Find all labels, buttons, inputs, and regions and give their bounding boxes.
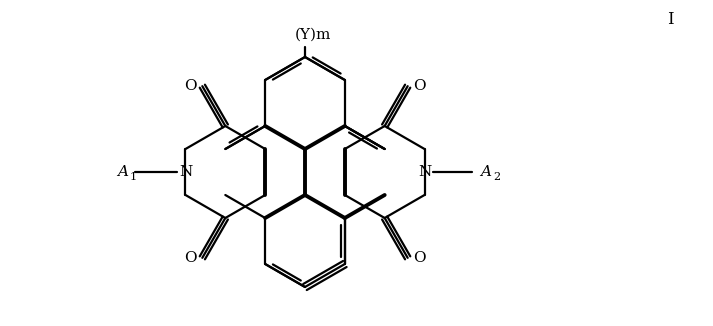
Text: N: N [418,165,431,179]
Text: 1: 1 [130,172,137,182]
Text: N: N [179,165,192,179]
Text: I: I [667,11,673,28]
Text: A: A [480,165,491,179]
Text: O: O [414,79,426,93]
Text: A: A [117,165,128,179]
Text: 2: 2 [493,172,500,182]
Text: O: O [184,251,197,265]
Text: (Y)m: (Y)m [294,28,331,42]
Text: O: O [184,79,197,93]
Text: O: O [414,251,426,265]
